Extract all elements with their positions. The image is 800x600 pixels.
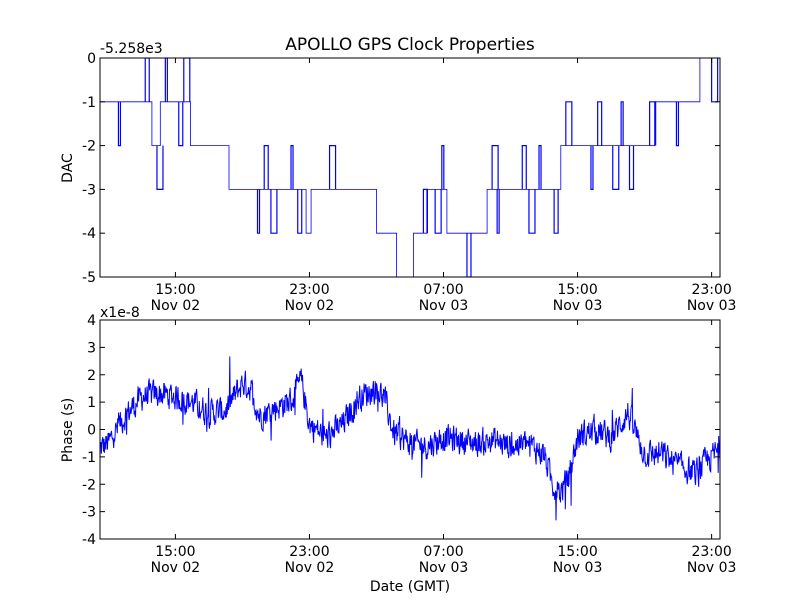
y-tick-label: 0: [87, 423, 96, 439]
dac-flicker: [565, 101, 573, 146]
x-tick-label: 07:00: [423, 282, 463, 298]
axes-frame: [99, 319, 721, 540]
plot-area: [100, 14, 720, 321]
dac-flicker: [491, 145, 499, 190]
x-tick-label: 23:00: [289, 544, 329, 560]
dac-flicker: [256, 189, 261, 234]
y-tick-label: 3: [87, 340, 96, 356]
x-tick-date: Nov 03: [419, 560, 469, 576]
x-tick-label: 07:00: [423, 544, 463, 560]
x-tick-label: 23:00: [691, 282, 731, 298]
y-tick-label: -3: [82, 182, 96, 198]
dac-ylabel: DAC: [60, 153, 76, 183]
axes-frame: [99, 57, 721, 278]
x-tick-date: Nov 02: [285, 560, 335, 576]
dac-flicker: [711, 58, 719, 103]
x-tick-label: 15:00: [557, 544, 597, 560]
x-tick-date: Nov 03: [553, 298, 603, 314]
dac-flicker: [178, 101, 184, 147]
dac-flicker: [263, 145, 269, 190]
x-tick-label: 23:00: [289, 282, 329, 298]
dac-flicker: [422, 188, 429, 234]
y-tick-label: -1: [82, 450, 96, 466]
x-tick-date: Nov 02: [285, 298, 335, 314]
x-tick-label: 15:00: [155, 544, 195, 560]
dac-flicker: [328, 145, 337, 190]
y-tick-label: -3: [82, 505, 96, 521]
dac-flicker: [597, 101, 603, 146]
dac-flicker: [297, 189, 303, 234]
y-tick-label: -2: [82, 139, 96, 155]
dac-flicker: [164, 58, 168, 102]
phase-ylabel: Phase (s): [60, 398, 76, 462]
dac-flicker: [403, 277, 405, 321]
phase-xlabel: Date (GMT): [370, 579, 450, 595]
dac-flicker: [628, 145, 635, 190]
y-tick-label: -1: [82, 95, 96, 111]
dac-flicker: [117, 101, 122, 147]
y-tick-label: 1: [87, 395, 96, 411]
x-tick-date: Nov 02: [151, 298, 201, 314]
y-tick-label: -5: [82, 270, 96, 286]
dac-flicker: [496, 189, 500, 234]
x-tick-date: Nov 03: [553, 560, 603, 576]
dac-series-line: [100, 58, 720, 277]
dac-flicker: [620, 101, 624, 146]
dac-flicker: [144, 58, 150, 102]
x-tick-date: Nov 03: [687, 560, 737, 576]
x-tick-label: 15:00: [557, 282, 597, 298]
y-tick-label: -2: [82, 477, 96, 493]
plot-area: [100, 356, 720, 521]
y-tick-label: 4: [87, 313, 96, 329]
x-tick-label: 23:00: [691, 544, 731, 560]
dac-flicker: [590, 145, 594, 190]
x-tick-date: Nov 03: [687, 298, 737, 314]
dac-flicker: [441, 145, 445, 190]
dac-flicker: [538, 145, 542, 190]
dac-flicker: [183, 58, 191, 102]
y-tick-label: 0: [87, 51, 96, 67]
y-tick-label: -4: [82, 532, 96, 548]
dac-flicker: [290, 145, 294, 190]
phase-plot: x1e-8 Phase (s) Date (GMT) 4 3 2 1 0 -1 -2 -3 -4…: [60, 305, 736, 595]
dac-flicker: [466, 233, 472, 277]
phase-series-line: [100, 356, 720, 521]
dac-offset-text: -5.258e3: [100, 41, 163, 57]
dac-flicker: [270, 189, 278, 234]
dac-flicker: [434, 189, 442, 234]
dac-flicker: [718, 14, 720, 58]
chart-title: APOLLO GPS Clock Properties: [285, 35, 535, 55]
dac-flicker: [521, 145, 527, 190]
dac-flicker: [675, 101, 680, 147]
x-tick-date: Nov 02: [151, 560, 201, 576]
phase-offset-text: x1e-8: [100, 305, 140, 321]
dac-flicker: [612, 145, 620, 190]
dac-flicker: [156, 145, 164, 190]
y-tick-label: -4: [82, 226, 96, 242]
x-tick-date: Nov 03: [419, 298, 469, 314]
dac-flicker: [705, 14, 709, 58]
dac-flicker: [528, 189, 536, 234]
dac-flicker: [649, 101, 657, 146]
x-tick-label: 15:00: [155, 282, 195, 298]
y-tick-label: 2: [87, 368, 96, 384]
dac-flicker: [553, 189, 559, 234]
